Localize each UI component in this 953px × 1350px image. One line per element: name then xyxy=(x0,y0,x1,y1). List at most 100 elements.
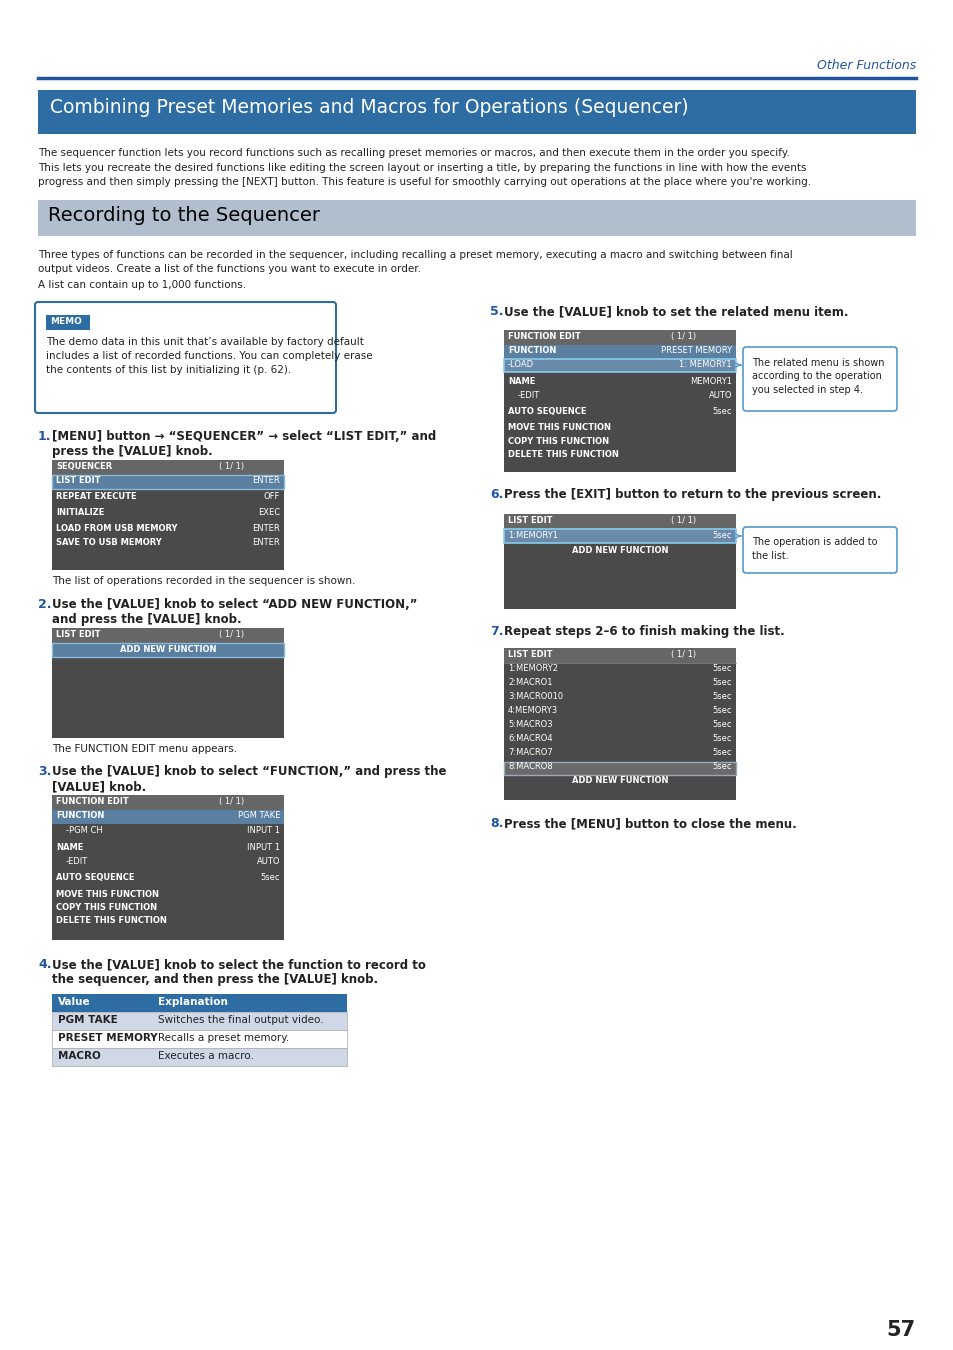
Text: MACRO: MACRO xyxy=(58,1052,101,1061)
Text: ADD NEW FUNCTION: ADD NEW FUNCTION xyxy=(120,645,216,653)
Text: 5:MACRO3: 5:MACRO3 xyxy=(507,720,552,729)
Text: Repeat steps 2–6 to finish making the list.: Repeat steps 2–6 to finish making the li… xyxy=(503,625,784,639)
Text: AUTO SEQUENCE: AUTO SEQUENCE xyxy=(56,873,134,882)
Text: includes a list of recorded functions. You can completely erase: includes a list of recorded functions. Y… xyxy=(46,351,373,360)
Text: The list of operations recorded in the sequencer is shown.: The list of operations recorded in the s… xyxy=(52,576,355,586)
Text: REPEAT EXECUTE: REPEAT EXECUTE xyxy=(56,491,136,501)
Text: INPUT 1: INPUT 1 xyxy=(247,826,280,836)
Text: ( 1/ 1): ( 1/ 1) xyxy=(670,649,696,659)
Text: progress and then simply pressing the [NEXT] button. This feature is useful for : progress and then simply pressing the [N… xyxy=(38,177,810,188)
Text: ENTER: ENTER xyxy=(252,477,280,485)
Text: Combining Preset Memories and Macros for Operations (Sequencer): Combining Preset Memories and Macros for… xyxy=(50,99,688,117)
Text: ( 1/ 1): ( 1/ 1) xyxy=(670,516,696,525)
Text: Use the [VALUE] knob to select “FUNCTION,” and press the: Use the [VALUE] knob to select “FUNCTION… xyxy=(52,765,446,778)
Bar xyxy=(52,475,284,489)
Text: MEMORY1: MEMORY1 xyxy=(689,377,731,386)
Bar xyxy=(46,315,90,329)
Text: 1: MEMORY1: 1: MEMORY1 xyxy=(679,360,731,369)
Bar xyxy=(503,329,735,472)
Bar xyxy=(52,1012,347,1030)
Text: Use the [VALUE] knob to select the function to record to: Use the [VALUE] knob to select the funct… xyxy=(52,958,425,971)
Bar xyxy=(52,795,284,940)
Text: ADD NEW FUNCTION: ADD NEW FUNCTION xyxy=(571,776,667,784)
Text: Press the [MENU] button to close the menu.: Press the [MENU] button to close the men… xyxy=(503,817,796,830)
Text: ( 1/ 1): ( 1/ 1) xyxy=(218,630,244,639)
FancyBboxPatch shape xyxy=(742,347,896,410)
Text: Value: Value xyxy=(58,998,91,1007)
Text: 5sec: 5sec xyxy=(260,873,280,882)
Text: Press the [EXIT] button to return to the previous screen.: Press the [EXIT] button to return to the… xyxy=(503,487,881,501)
Bar xyxy=(503,761,735,775)
Text: FUNCTION EDIT: FUNCTION EDIT xyxy=(56,796,129,806)
Text: The demo data in this unit that’s available by factory default: The demo data in this unit that’s availa… xyxy=(46,338,363,347)
Bar xyxy=(52,460,284,570)
Text: NAME: NAME xyxy=(507,377,535,386)
Text: press the [VALUE] knob.: press the [VALUE] knob. xyxy=(52,446,213,458)
Text: This lets you recreate the desired functions like editing the screen layout or i: This lets you recreate the desired funct… xyxy=(38,163,805,173)
Text: Recording to the Sequencer: Recording to the Sequencer xyxy=(48,207,319,225)
Text: ADD NEW FUNCTION: ADD NEW FUNCTION xyxy=(571,545,667,555)
Bar xyxy=(503,761,735,775)
Bar xyxy=(52,1030,347,1048)
Text: AUTO: AUTO xyxy=(708,392,731,400)
Text: LIST EDIT: LIST EDIT xyxy=(507,516,552,525)
Text: 5sec: 5sec xyxy=(712,531,731,540)
Text: FUNCTION: FUNCTION xyxy=(56,811,104,819)
Text: 1:MEMORY1: 1:MEMORY1 xyxy=(507,531,558,540)
Text: LIST EDIT: LIST EDIT xyxy=(507,649,552,659)
Text: LIST EDIT: LIST EDIT xyxy=(56,630,100,639)
Text: according to the operation: according to the operation xyxy=(751,371,881,381)
Bar xyxy=(503,648,735,663)
Bar xyxy=(503,346,735,359)
Bar xyxy=(503,359,735,373)
Text: -EDIT: -EDIT xyxy=(66,857,89,865)
Text: MOVE THIS FUNCTION: MOVE THIS FUNCTION xyxy=(56,890,159,899)
Text: SAVE TO USB MEMORY: SAVE TO USB MEMORY xyxy=(56,539,162,547)
Text: AUTO SEQUENCE: AUTO SEQUENCE xyxy=(507,406,586,416)
Text: EXEC: EXEC xyxy=(257,508,280,517)
Text: NAME: NAME xyxy=(56,842,83,852)
Text: 5sec: 5sec xyxy=(712,693,731,701)
Text: DELETE THIS FUNCTION: DELETE THIS FUNCTION xyxy=(507,450,618,459)
Text: 4.: 4. xyxy=(38,958,51,971)
Text: ENTER: ENTER xyxy=(252,539,280,547)
Bar xyxy=(503,529,735,543)
Text: 7:MACRO7: 7:MACRO7 xyxy=(507,748,552,757)
Text: INPUT 1: INPUT 1 xyxy=(247,842,280,852)
Bar xyxy=(52,810,284,824)
Text: ( 1/ 1): ( 1/ 1) xyxy=(218,796,244,806)
Text: PGM TAKE: PGM TAKE xyxy=(58,1015,117,1025)
Text: PRESET MEMORY: PRESET MEMORY xyxy=(58,1033,157,1044)
Text: 3.: 3. xyxy=(38,765,51,778)
Text: LIST EDIT: LIST EDIT xyxy=(56,477,100,485)
Text: 7.: 7. xyxy=(490,625,503,639)
Text: FUNCTION: FUNCTION xyxy=(507,346,556,355)
Bar xyxy=(38,90,915,134)
Text: 1.: 1. xyxy=(38,431,51,443)
Bar xyxy=(52,1048,347,1067)
Bar xyxy=(503,514,735,529)
Bar xyxy=(52,460,284,475)
Text: A list can contain up to 1,000 functions.: A list can contain up to 1,000 functions… xyxy=(38,279,246,290)
Bar xyxy=(503,529,735,543)
Text: INITIALIZE: INITIALIZE xyxy=(56,508,104,517)
Text: The sequencer function lets you record functions such as recalling preset memori: The sequencer function lets you record f… xyxy=(38,148,789,158)
Bar xyxy=(52,994,347,1012)
Text: 2:MACRO1: 2:MACRO1 xyxy=(507,678,552,687)
Text: LOAD FROM USB MEMORY: LOAD FROM USB MEMORY xyxy=(56,524,177,533)
Text: SEQUENCER: SEQUENCER xyxy=(56,462,112,471)
Text: Other Functions: Other Functions xyxy=(816,59,915,72)
Bar xyxy=(52,475,284,489)
Bar xyxy=(52,628,284,738)
Text: Executes a macro.: Executes a macro. xyxy=(158,1052,253,1061)
Text: you selected in step 4.: you selected in step 4. xyxy=(751,385,862,396)
Text: PRESET MEMORY: PRESET MEMORY xyxy=(660,346,731,355)
Bar xyxy=(38,200,915,236)
Bar xyxy=(52,643,284,657)
Text: 5sec: 5sec xyxy=(712,761,731,771)
Text: ENTER: ENTER xyxy=(252,524,280,533)
Text: DELETE THIS FUNCTION: DELETE THIS FUNCTION xyxy=(56,917,167,925)
Text: 6.: 6. xyxy=(490,487,503,501)
Text: 5sec: 5sec xyxy=(712,734,731,743)
Text: 5sec: 5sec xyxy=(712,678,731,687)
